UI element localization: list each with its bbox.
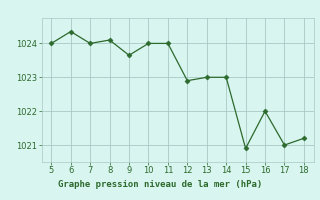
Text: Graphe pression niveau de la mer (hPa): Graphe pression niveau de la mer (hPa) xyxy=(58,180,262,189)
